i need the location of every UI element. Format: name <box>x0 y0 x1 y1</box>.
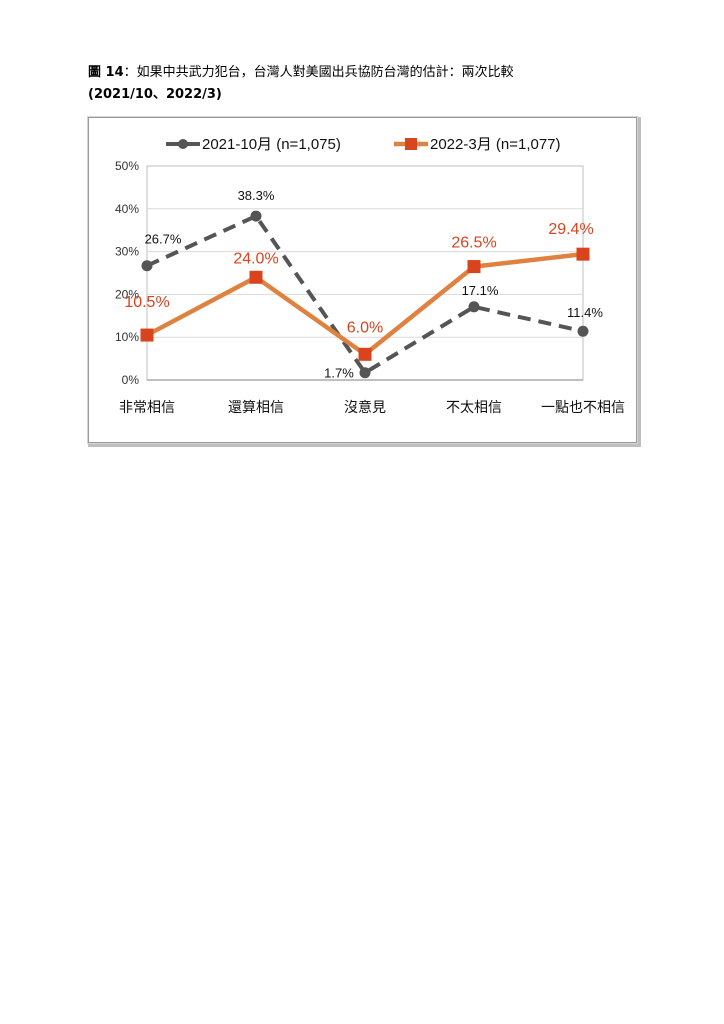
series-point-2022-3 <box>576 247 590 261</box>
y-tick-label: 10% <box>115 330 139 344</box>
y-tick-label: 20% <box>115 287 139 301</box>
x-category-label: 一點也不相信 <box>541 400 625 416</box>
series-point-2021-10 <box>250 210 262 222</box>
figure-caption: 圖 14：如果中共武力犯台，台灣人對美國出兵協防台灣的估計：兩次比較 (2021… <box>88 62 648 106</box>
series-point-2021-10 <box>141 260 153 272</box>
series-line-2022-3 <box>145 251 584 357</box>
legend-marker-2022-3 <box>405 138 417 150</box>
series-point-2021-10 <box>577 325 589 337</box>
chart-frame <box>88 117 637 443</box>
data-label-2021-10: 17.1% <box>462 283 499 298</box>
y-tick-label: 50% <box>115 159 139 173</box>
caption-title-line: 圖 14：如果中共武力犯台，台灣人對美國出兵協防台灣的估計：兩次比較 <box>88 62 648 84</box>
data-label-2021-10: 11.4% <box>567 305 603 320</box>
caption-subtitle: (2021/10、2022/3) <box>88 87 222 102</box>
data-label-2022-3: 26.5% <box>451 235 496 252</box>
series-point-2021-10 <box>468 301 480 313</box>
legend-label-2022-3: 2022-3月 (n=1,077) <box>430 136 561 153</box>
data-label-2021-10: 26.7% <box>145 232 182 247</box>
x-category-label: 沒意見 <box>344 399 386 416</box>
series-point-2022-3 <box>467 260 481 274</box>
data-label-2022-3: 29.4% <box>548 221 593 238</box>
x-category-label: 非常相信 <box>119 400 175 416</box>
series-point-2022-3 <box>140 328 154 342</box>
series-point-2022-3 <box>358 347 372 361</box>
data-label-2022-3: 10.5% <box>124 294 169 311</box>
x-category-label: 還算相信 <box>228 400 284 416</box>
y-tick-label: 40% <box>115 202 139 216</box>
legend-marker-2021-10 <box>178 139 188 149</box>
data-label-2022-3: 24.0% <box>233 250 278 267</box>
x-category-label: 不太相信 <box>446 400 502 416</box>
y-tick-label: 0% <box>122 373 140 387</box>
data-label-2021-10: 38.3% <box>238 188 275 203</box>
series-point-2021-10 <box>359 367 371 379</box>
legend-label-2021-10: 2021-10月 (n=1,075) <box>202 136 341 153</box>
data-label-2022-3: 6.0% <box>347 319 383 336</box>
data-label-2021-10: 1.7% <box>324 366 354 381</box>
y-tick-label: 30% <box>115 245 139 259</box>
series-point-2022-3 <box>249 270 263 284</box>
caption-title: ：如果中共武力犯台，台灣人對美國出兵協防台灣的估計：兩次比較 <box>123 65 514 80</box>
figure-number: 圖 14 <box>88 65 124 80</box>
